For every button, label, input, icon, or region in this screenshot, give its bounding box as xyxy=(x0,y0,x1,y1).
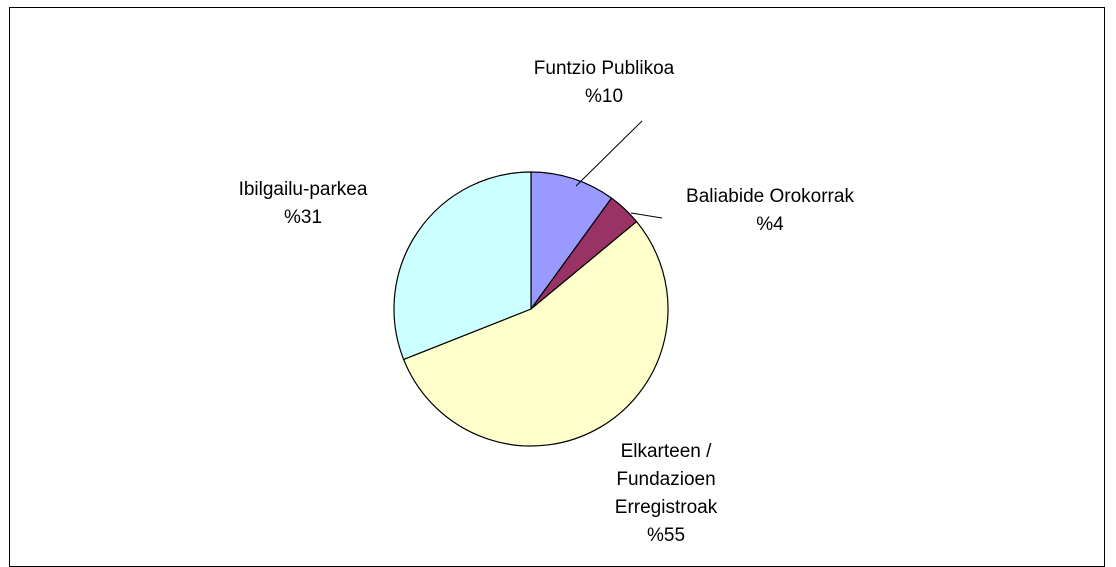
leader-lines xyxy=(575,120,663,219)
leader-line-2 xyxy=(630,212,663,219)
slice-category-label-3: Fundazioen xyxy=(616,469,715,490)
pie-slice-4 xyxy=(393,171,532,361)
pie-slices xyxy=(393,171,669,447)
slice-value-label-1: %10 xyxy=(585,86,623,107)
slice-category-label-2: Baliabide Orokorrak xyxy=(686,186,854,207)
slice-value-label-2: %4 xyxy=(756,214,784,235)
slice-value-label-3: %55 xyxy=(647,525,685,546)
slice-category-label-1: Funtzio Publikoa xyxy=(534,58,675,79)
slice-category-label-3: Elkarteen / xyxy=(621,441,713,462)
slice-category-label-3: Erregistroak xyxy=(615,497,718,518)
slice-category-label-4: Ibilgailu-parkea xyxy=(239,179,368,200)
pie-slice-3 xyxy=(402,220,669,447)
leader-line-1 xyxy=(575,120,643,187)
slice-labels: Funtzio Publikoa %10 Baliabide Orokorrak %4… xyxy=(239,58,855,546)
slice-value-label-4: %31 xyxy=(284,207,322,228)
pie-slice-1 xyxy=(530,171,613,311)
